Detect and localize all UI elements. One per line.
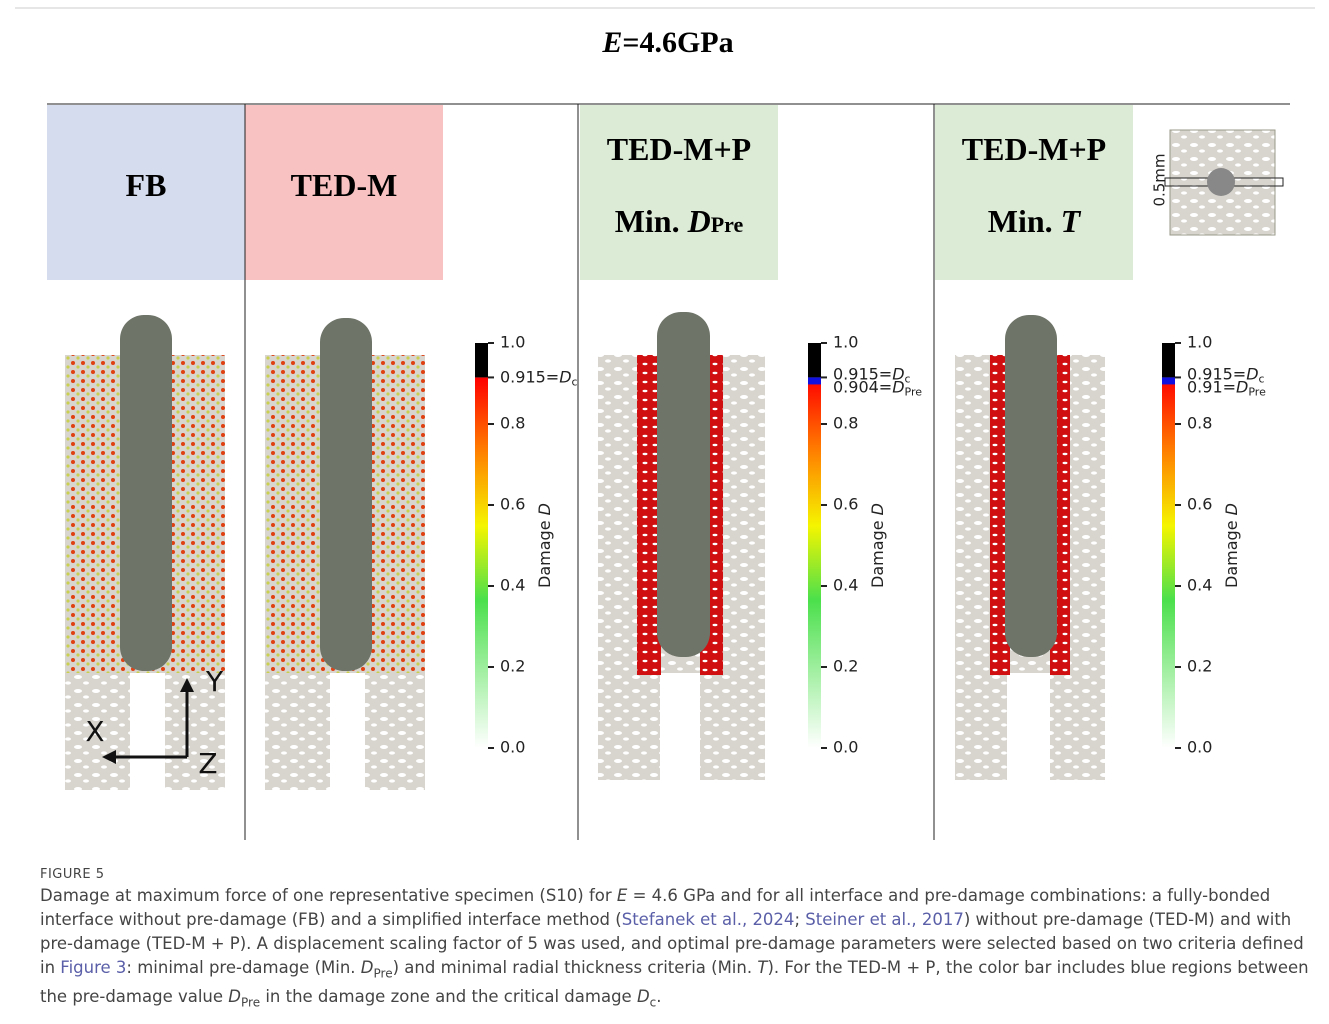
label-text: Damage	[535, 515, 554, 588]
caption-segment: .	[656, 987, 661, 1006]
title-var: E	[601, 26, 622, 59]
label-var: D	[892, 377, 904, 396]
colorbar-tick-label: 0.0	[500, 738, 525, 757]
colorbar-tick-label: 0.8	[500, 414, 525, 433]
colorbar	[475, 377, 488, 748]
caption: FIGURE 5 Damage at maximum force of one r…	[40, 866, 1310, 1015]
colorbar-critical	[808, 343, 821, 377]
colorbar-tick-label: 1.0	[500, 333, 525, 352]
colorbar-tick-label: 0.6	[833, 495, 858, 514]
colorbar-tick-label: 0.6	[500, 495, 525, 514]
page: E=4.6GPa FB TED-M TED-M+P Min. DPre TED-…	[0, 0, 1329, 1024]
caption-segment: D	[228, 987, 241, 1006]
specimen	[265, 318, 425, 790]
specimen	[598, 312, 765, 780]
label-text: Damage	[1222, 515, 1241, 588]
caption-segment: Pre	[241, 996, 260, 1010]
subtitle-var: D	[687, 203, 711, 239]
caption-segment: ) and minimal radial thickness criteria …	[393, 958, 758, 977]
axis-label: X	[85, 715, 104, 748]
panel-title: FB	[126, 167, 167, 203]
bone	[1050, 673, 1105, 780]
colorbar-tick-label: 1.0	[1187, 333, 1212, 352]
caption-text: Damage at maximum force of one represent…	[40, 886, 1309, 1006]
colorbar-axis-label: Damage D	[1222, 503, 1241, 588]
axis-label: Y	[205, 665, 224, 698]
citation-link[interactable]: Figure 3	[60, 958, 126, 977]
caption-segment: T	[757, 958, 767, 977]
subtitle-var: T	[1061, 203, 1082, 239]
colorbar-tick-label: 0.4	[1187, 576, 1212, 595]
label-var: D	[559, 367, 571, 386]
caption-segment: ;	[794, 910, 805, 929]
caption-segment: in the damage zone and the critical dama…	[260, 987, 637, 1006]
colorbar-critical	[1162, 343, 1175, 377]
inset-implant	[1207, 168, 1235, 196]
label-sub: Pre	[1248, 385, 1266, 398]
bone	[955, 673, 1007, 780]
colorbar-critical	[475, 343, 488, 377]
label-text: 0.904=	[833, 377, 892, 396]
bone	[598, 673, 660, 780]
bone	[365, 673, 425, 790]
caption-segment: Pre	[374, 966, 393, 980]
figure-title: E=4.6GPa	[601, 26, 733, 59]
label-var: D	[1236, 377, 1248, 396]
colorbar-tick-label: 0.2	[500, 657, 525, 676]
colorbar-tick-label: 0.4	[500, 576, 525, 595]
caption-segment: E	[617, 886, 627, 905]
label-sub: c	[905, 372, 911, 385]
bone	[700, 673, 765, 780]
colorbar-tick-label: 0.0	[1187, 738, 1212, 757]
caption-segment: D	[361, 958, 374, 977]
colorbar-axis-label: Damage D	[535, 503, 554, 588]
colorbar-axis-label: Damage D	[868, 503, 887, 588]
colorbar-tick-label: 0.4	[833, 576, 858, 595]
label-sub: c	[1259, 372, 1265, 385]
subtitle-text: Min.	[988, 203, 1061, 239]
figure: E=4.6GPa FB TED-M TED-M+P Min. DPre TED-…	[0, 0, 1329, 860]
colorbar-tick-label: 0.2	[1187, 657, 1212, 676]
implant	[1005, 315, 1057, 657]
label-text: 0.91=	[1187, 377, 1236, 396]
caption-segment: D	[637, 987, 650, 1006]
colorbar-pre	[1162, 377, 1175, 384]
panel-title: TED-M	[291, 167, 398, 203]
implant	[657, 312, 710, 657]
colorbar	[808, 377, 821, 748]
subtitle-sub: Pre	[711, 212, 744, 237]
label-text: 0.915=	[500, 367, 559, 386]
colorbar-tick-label: 0.6	[1187, 495, 1212, 514]
colorbar-pre	[808, 377, 821, 384]
colorbar-tick-label: 0.8	[1187, 414, 1212, 433]
label-var: D	[535, 503, 554, 515]
colorbar-tick-label: 0.0	[833, 738, 858, 757]
implant	[320, 318, 372, 671]
panel-title: TED-M+P	[607, 131, 751, 167]
caption-segment: Damage at maximum force of one represent…	[40, 886, 617, 905]
colorbar-label: 0.915=Dc	[500, 367, 578, 389]
label-var: D	[1222, 503, 1241, 515]
caption-segment: : minimal pre-damage (Min.	[126, 958, 360, 977]
colorbar	[1162, 377, 1175, 748]
specimen	[955, 315, 1105, 780]
colorbar-tick-label: 0.8	[833, 414, 858, 433]
title-text: =4.6GPa	[622, 26, 733, 59]
subtitle-text: Min.	[615, 203, 688, 239]
panel-subtitle: Min. T	[988, 203, 1082, 239]
citation-link[interactable]: Steiner et al., 2017	[805, 910, 964, 929]
label-var: D	[868, 503, 887, 515]
citation-link[interactable]: Stefanek et al., 2024	[622, 910, 795, 929]
colorbar-tick-label: 0.2	[833, 657, 858, 676]
axis-label: Z	[198, 747, 217, 780]
caption-label: FIGURE 5	[40, 866, 1310, 884]
panel-title: TED-M+P	[962, 131, 1106, 167]
implant	[120, 315, 172, 671]
label-text: Damage	[868, 515, 887, 588]
label-sub: c	[572, 375, 578, 388]
inset-label: 0.5mm	[1151, 153, 1169, 206]
colorbar-tick-label: 1.0	[833, 333, 858, 352]
bone	[265, 673, 330, 790]
label-sub: Pre	[905, 385, 923, 398]
